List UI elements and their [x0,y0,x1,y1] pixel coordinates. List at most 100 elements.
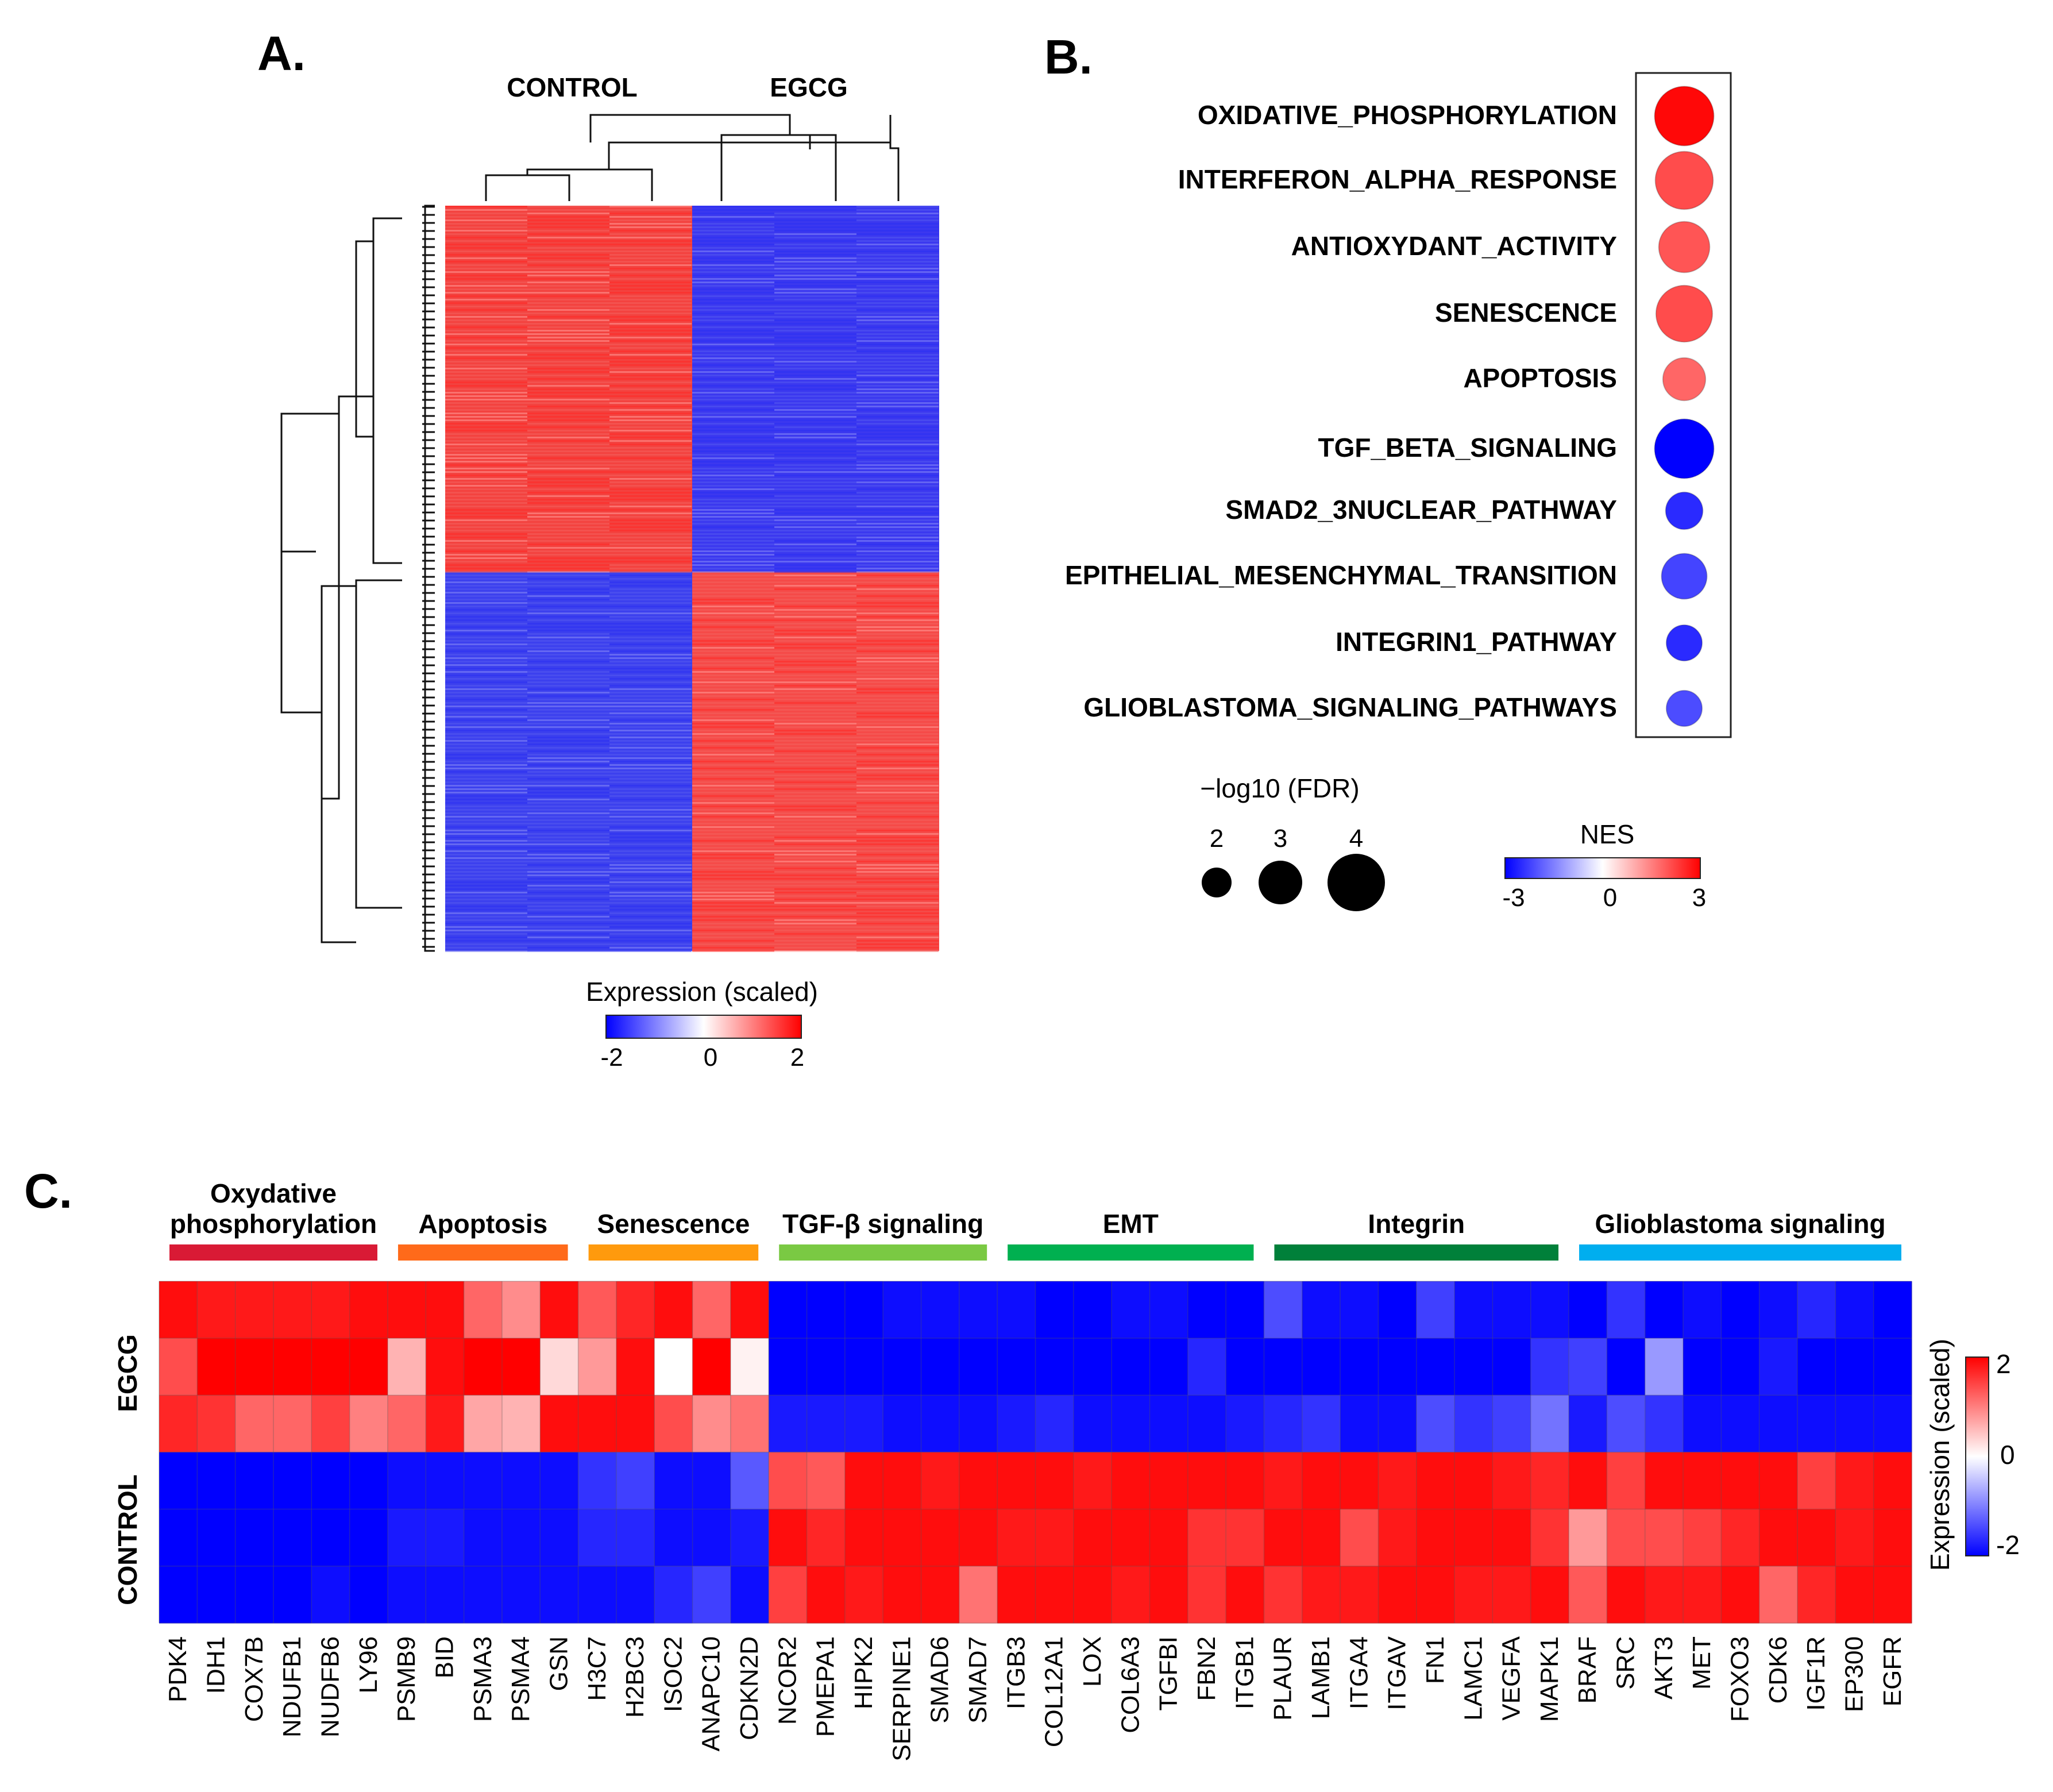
heatmap-a-stripe [856,392,939,394]
heatmap-c-cell [501,1509,541,1567]
heatmap-a-stripe [445,837,527,838]
heatmap-a-stripe [774,743,856,745]
heatmap-a-stripe [527,268,609,269]
heatmap-a-stripe [527,588,609,590]
heatmap-c-cell [1759,1509,1798,1567]
heatmap-a-stripe [774,612,856,614]
heatmap-a-stripe [609,282,692,283]
heatmap-a-stripe [445,799,527,800]
heatmap-a-stripe [445,350,527,352]
heatmap-a-stripe [856,395,939,397]
heatmap-a-stripe [856,399,939,400]
heatmap-a-stripe [692,364,774,366]
size-legend-title: −log10 (FDR) [1200,773,1359,803]
heatmap-a-stripe [692,519,774,521]
heatmap-a-stripe [445,481,527,483]
heatmap-c-cell [959,1338,998,1396]
heatmap-a-stripe [445,316,527,318]
heatmap-a-stripe [692,688,774,690]
heatmap-a-stripe [692,337,774,338]
heatmap-a-stripe [774,585,856,587]
size-legend-dot [1327,854,1385,911]
heatmap-a-stripe [527,840,609,842]
dendrogram-branch [424,205,435,952]
heatmap-c-cell [1835,1338,1874,1396]
heatmap-a-stripe [609,933,692,935]
heatmap-a-stripe [527,550,609,552]
panel-a-heatmap: CONTROL EGCG Expression (scaled) -2 0 2 [280,72,939,1072]
heatmap-a-stripe [609,588,692,590]
heatmap-a-stripe [527,599,609,600]
heatmap-a-stripe [527,899,609,900]
heatmap-a-stripe [609,654,692,656]
heatmap-a-stripe [856,899,939,900]
heatmap-a-stripe [609,550,692,552]
heatmap-c-cell [1454,1338,1493,1396]
heatmap-a-stripe [692,361,774,363]
heatmap-a-stripe [692,302,774,304]
gene-label: SERPINE1 [887,1636,916,1762]
heatmap-a-stripe [774,295,856,297]
heatmap-c-cell [349,1566,388,1624]
heatmap-c-cell [1264,1338,1303,1396]
heatmap-c-cell [1149,1509,1188,1567]
heatmap-a-stripe [609,251,692,252]
heatmap-a-stripe [445,323,527,325]
heatmap-a-stripe [692,764,774,766]
heatmap-a-stripe [445,695,527,697]
heatmap-a-stripe [692,771,774,773]
heatmap-a-stripe [774,485,856,487]
heatmap-a-stripe [445,540,527,542]
heatmap-a-stripe [445,678,527,680]
heatmap-a-stripe [692,637,774,638]
heatmap-a-stripe [609,888,692,890]
heatmap-a-stripe [609,254,692,256]
heatmap-c-cell [235,1566,274,1624]
heatmap-a-stripe [445,285,527,287]
heatmap-a-stripe [527,506,609,507]
heatmap-a-stripe [527,902,609,904]
heatmap-a-stripe [692,306,774,307]
heatmap-a-stripe [445,654,527,656]
heatmap-a-stripe [609,774,692,776]
heatmap-a-stripe [856,602,939,604]
heatmap-c-cell [806,1566,846,1624]
heatmap-a-stripe [527,306,609,307]
heatmap-a-stripe [445,264,527,266]
heatmap-a-stripe [527,350,609,352]
heatmap-a-stripe [445,899,527,900]
heatmap-a-stripe [856,313,939,314]
heatmap-a-stripe [527,254,609,256]
heatmap-a-stripe [527,240,609,242]
heatmap-a-stripe [692,237,774,238]
heatmap-a-stripe [774,599,856,600]
heatmap-a-stripe [774,919,856,921]
heatmap-a-stripe [527,471,609,473]
heatmap-a-stripe [774,681,856,683]
heatmap-c-cell [426,1509,465,1567]
heatmap-a-stripe [527,750,609,752]
heatmap-c-cell [159,1566,198,1624]
heatmap-a-stripe [609,930,692,931]
heatmap-a-stripe [527,933,609,935]
gene-label: NDUFB1 [278,1636,306,1737]
heatmap-a-stripe [856,488,939,490]
heatmap-a-stripe [609,706,692,707]
heatmap-a-stripe [445,909,527,911]
heatmap-a-stripe [445,454,527,456]
heatmap-c-cell [387,1281,426,1339]
heatmap-a-stripe [692,588,774,590]
heatmap-a-stripe [445,409,527,411]
heatmap-a-stripe [609,295,692,297]
heatmap-c-cell [1264,1281,1303,1339]
heatmap-a-stripe [692,523,774,525]
heatmap-a-stripe [774,874,856,876]
gene-group-bar [779,1244,987,1261]
heatmap-a-stripe [774,730,856,731]
heatmap-a-stripe [527,643,609,645]
heatmap-a-stripe [774,857,856,859]
heatmap-a-stripe [527,830,609,831]
heatmap-a-stripe [774,519,856,521]
heatmap-a-stripe [609,616,692,618]
heatmap-a-stripe [774,530,856,531]
